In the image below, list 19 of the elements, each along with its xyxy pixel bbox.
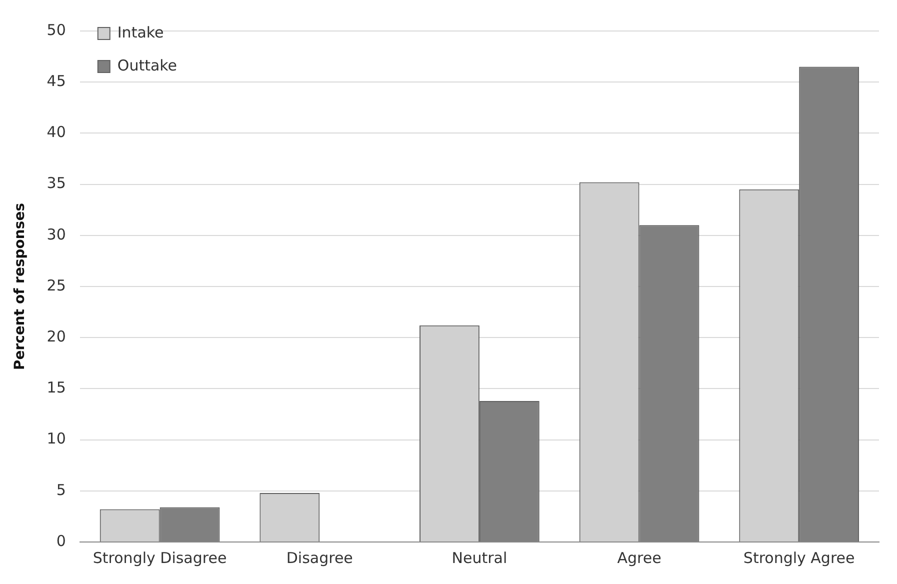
y-tick-label: 15 <box>46 378 66 397</box>
y-tick-label: 45 <box>46 72 66 90</box>
y-axis-title: Percent of responses <box>12 202 28 370</box>
y-tick-label: 30 <box>46 225 66 244</box>
legend-label: Intake <box>117 23 164 42</box>
y-tick-label: 40 <box>46 123 66 142</box>
legend-label: Outtake <box>117 56 178 74</box>
y-tick-label: 20 <box>46 327 66 346</box>
x-tick-label: Strongly Disagree <box>92 548 227 567</box>
y-tick-label: 0 <box>56 532 66 550</box>
y-tick-label: 10 <box>46 430 66 448</box>
y-tick-label: 35 <box>46 174 66 192</box>
x-tick-label: Agree <box>617 548 662 567</box>
y-tick-label: 5 <box>56 480 66 499</box>
x-tick-label: Disagree <box>286 548 353 567</box>
y-tick-label: 50 <box>46 20 66 39</box>
y-tick-label: 25 <box>46 276 66 294</box>
x-tick-label: Strongly Agree <box>743 548 855 567</box>
x-tick-label: Neutral <box>452 548 508 567</box>
